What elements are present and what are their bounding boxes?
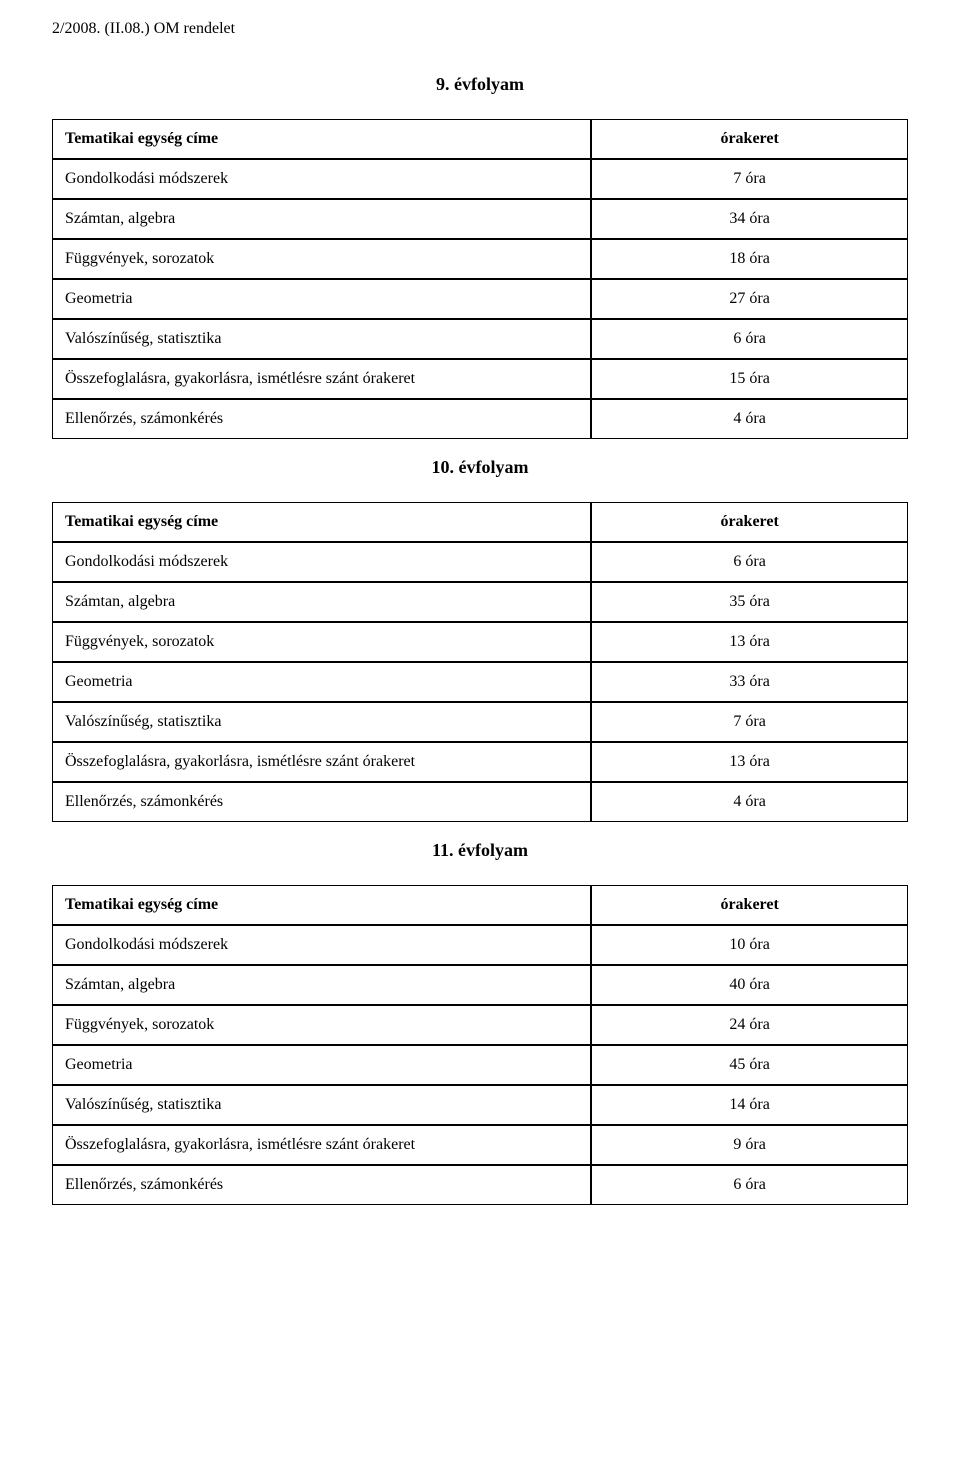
table-header-left: Tematikai egység címe xyxy=(52,885,591,925)
row-value: 34 óra xyxy=(591,199,908,239)
row-value: 6 óra xyxy=(591,1165,908,1205)
table-row: Függvények, sorozatok 24 óra xyxy=(52,1005,908,1045)
table-row: Függvények, sorozatok 18 óra xyxy=(52,239,908,279)
row-value: 6 óra xyxy=(591,319,908,359)
row-value: 4 óra xyxy=(591,399,908,439)
table-header-left: Tematikai egység címe xyxy=(52,502,591,542)
row-label: Gondolkodási módszerek xyxy=(52,542,591,582)
table-row: Geometria 27 óra xyxy=(52,279,908,319)
row-label: Összefoglalásra, gyakorlásra, ismétlésre… xyxy=(52,1125,591,1165)
row-value: 35 óra xyxy=(591,582,908,622)
row-value: 9 óra xyxy=(591,1125,908,1165)
row-label: Összefoglalásra, gyakorlásra, ismétlésre… xyxy=(52,742,591,782)
row-label: Függvények, sorozatok xyxy=(52,239,591,279)
row-label: Összefoglalásra, gyakorlásra, ismétlésre… xyxy=(52,359,591,399)
table-row: Geometria 33 óra xyxy=(52,662,908,702)
row-value: 13 óra xyxy=(591,742,908,782)
table-header-right: órakeret xyxy=(591,502,908,542)
table-row: Függvények, sorozatok 13 óra xyxy=(52,622,908,662)
table-row: Gondolkodási módszerek 10 óra xyxy=(52,925,908,965)
row-label: Számtan, algebra xyxy=(52,199,591,239)
row-value: 7 óra xyxy=(591,159,908,199)
table-row: Számtan, algebra 34 óra xyxy=(52,199,908,239)
row-value: 4 óra xyxy=(591,782,908,822)
table-header-right: órakeret xyxy=(591,119,908,159)
row-value: 6 óra xyxy=(591,542,908,582)
row-label: Geometria xyxy=(52,1045,591,1085)
table-row: Összefoglalásra, gyakorlásra, ismétlésre… xyxy=(52,1125,908,1165)
row-label: Valószínűség, statisztika xyxy=(52,319,591,359)
table-section-11: Tematikai egység címe órakeret Gondolkod… xyxy=(52,885,908,1205)
document-header: 2/2008. (II.08.) OM rendelet xyxy=(52,20,908,38)
table-header-right: órakeret xyxy=(591,885,908,925)
table-row: Ellenőrzés, számonkérés 4 óra xyxy=(52,782,908,822)
row-value: 15 óra xyxy=(591,359,908,399)
table-header-left: Tematikai egység címe xyxy=(52,119,591,159)
row-value: 27 óra xyxy=(591,279,908,319)
row-value: 33 óra xyxy=(591,662,908,702)
row-value: 10 óra xyxy=(591,925,908,965)
row-label: Ellenőrzés, számonkérés xyxy=(52,399,591,439)
table-row: Összefoglalásra, gyakorlásra, ismétlésre… xyxy=(52,742,908,782)
section-title-10: 10. évfolyam xyxy=(52,457,908,478)
table-header-row: Tematikai egység címe órakeret xyxy=(52,502,908,542)
table-row: Valószínűség, statisztika 14 óra xyxy=(52,1085,908,1125)
table-row: Számtan, algebra 40 óra xyxy=(52,965,908,1005)
table-row: Gondolkodási módszerek 7 óra xyxy=(52,159,908,199)
row-label: Ellenőrzés, számonkérés xyxy=(52,782,591,822)
table-header-row: Tematikai egység címe órakeret xyxy=(52,119,908,159)
row-label: Számtan, algebra xyxy=(52,582,591,622)
row-value: 13 óra xyxy=(591,622,908,662)
row-value: 14 óra xyxy=(591,1085,908,1125)
row-value: 40 óra xyxy=(591,965,908,1005)
table-row: Valószínűség, statisztika 7 óra xyxy=(52,702,908,742)
table-row: Geometria 45 óra xyxy=(52,1045,908,1085)
table-row: Összefoglalásra, gyakorlásra, ismétlésre… xyxy=(52,359,908,399)
row-label: Geometria xyxy=(52,279,591,319)
table-header-row: Tematikai egység címe órakeret xyxy=(52,885,908,925)
row-value: 24 óra xyxy=(591,1005,908,1045)
row-label: Számtan, algebra xyxy=(52,965,591,1005)
row-label: Függvények, sorozatok xyxy=(52,1005,591,1045)
table-section-9: Tematikai egység címe órakeret Gondolkod… xyxy=(52,119,908,439)
table-section-10: Tematikai egység címe órakeret Gondolkod… xyxy=(52,502,908,822)
row-label: Geometria xyxy=(52,662,591,702)
row-label: Ellenőrzés, számonkérés xyxy=(52,1165,591,1205)
table-row: Ellenőrzés, számonkérés 6 óra xyxy=(52,1165,908,1205)
row-label: Függvények, sorozatok xyxy=(52,622,591,662)
section-title-9: 9. évfolyam xyxy=(52,74,908,95)
table-row: Számtan, algebra 35 óra xyxy=(52,582,908,622)
row-label: Valószínűség, statisztika xyxy=(52,1085,591,1125)
row-label: Gondolkodási módszerek xyxy=(52,159,591,199)
section-title-11: 11. évfolyam xyxy=(52,840,908,861)
table-row: Valószínűség, statisztika 6 óra xyxy=(52,319,908,359)
row-value: 45 óra xyxy=(591,1045,908,1085)
table-row: Ellenőrzés, számonkérés 4 óra xyxy=(52,399,908,439)
row-value: 7 óra xyxy=(591,702,908,742)
row-value: 18 óra xyxy=(591,239,908,279)
table-row: Gondolkodási módszerek 6 óra xyxy=(52,542,908,582)
row-label: Gondolkodási módszerek xyxy=(52,925,591,965)
row-label: Valószínűség, statisztika xyxy=(52,702,591,742)
